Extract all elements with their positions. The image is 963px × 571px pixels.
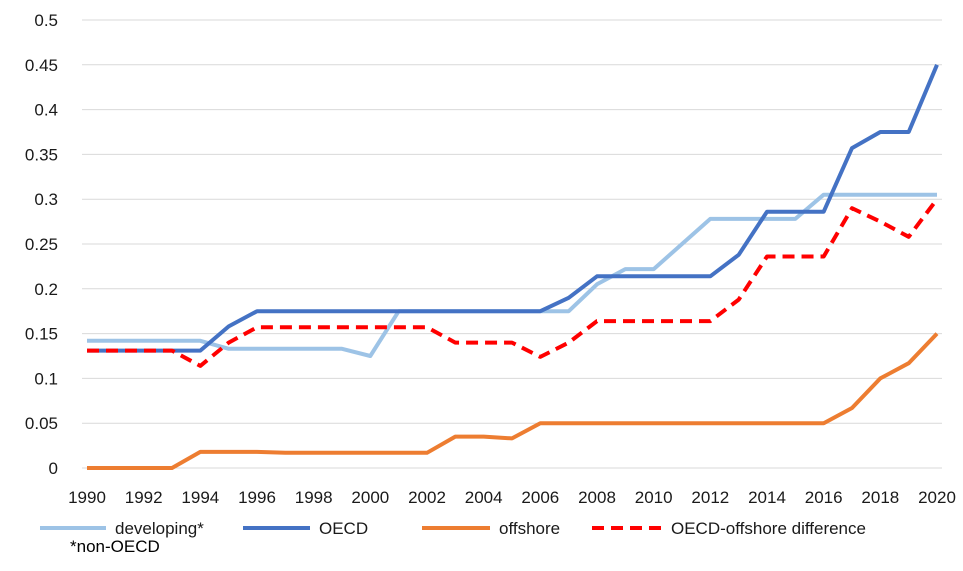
y-tick-label: 0.3 bbox=[34, 190, 58, 209]
x-tick-label: 2006 bbox=[521, 488, 559, 507]
x-tick-label: 2010 bbox=[635, 488, 673, 507]
y-tick-label: 0 bbox=[49, 459, 58, 478]
legend: developing* OECD offshore OECD-offshore dif… bbox=[40, 519, 866, 538]
y-tick-label: 0.25 bbox=[25, 235, 58, 254]
y-tick-label: 0.1 bbox=[34, 369, 58, 388]
y-tick-label: 0.2 bbox=[34, 280, 58, 299]
x-tick-label: 2016 bbox=[805, 488, 843, 507]
y-tick-label: 0.5 bbox=[34, 11, 58, 30]
gridlines bbox=[82, 19, 942, 469]
x-tick-label: 2008 bbox=[578, 488, 616, 507]
x-tick-label: 2018 bbox=[861, 488, 899, 507]
series-line-oecd bbox=[87, 64, 939, 353]
series-lines bbox=[87, 64, 939, 470]
legend-label: developing* bbox=[115, 519, 204, 538]
y-axis-tick-labels: 0 0.05 0.1 0.15 0.2 0.25 0.3 0.35 0.4 0.45 0.5 bbox=[25, 11, 58, 478]
x-tick-label: 2002 bbox=[408, 488, 446, 507]
footnote: *non-OECD bbox=[70, 537, 160, 556]
y-tick-label: 0.15 bbox=[25, 325, 58, 344]
x-tick-label: 1990 bbox=[68, 488, 106, 507]
x-tick-label: 2000 bbox=[351, 488, 389, 507]
y-tick-label: 0.4 bbox=[34, 101, 58, 120]
x-tick-label: 2012 bbox=[691, 488, 729, 507]
legend-label: OECD bbox=[319, 519, 368, 538]
y-tick-label: 0.45 bbox=[25, 56, 58, 75]
x-tick-label: 2014 bbox=[748, 488, 786, 507]
x-axis-tick-labels: 1990 1992 1994 1996 1998 2000 2002 2004 2006 2008… bbox=[68, 488, 956, 507]
y-tick-label: 0.05 bbox=[25, 414, 58, 433]
x-tick-label: 1994 bbox=[181, 488, 219, 507]
x-tick-label: 2020 bbox=[918, 488, 956, 507]
series-line-oecd-offshore-difference bbox=[87, 197, 939, 368]
x-tick-label: 2004 bbox=[465, 488, 503, 507]
legend-label: offshore bbox=[499, 519, 560, 538]
x-tick-label: 1992 bbox=[125, 488, 163, 507]
y-tick-label: 0.35 bbox=[25, 145, 58, 164]
series-line-offshore bbox=[87, 332, 939, 470]
x-tick-label: 1996 bbox=[238, 488, 276, 507]
legend-label: OECD-offshore difference bbox=[671, 519, 866, 538]
series-line-developing bbox=[87, 192, 937, 358]
x-tick-label: 1998 bbox=[295, 488, 333, 507]
